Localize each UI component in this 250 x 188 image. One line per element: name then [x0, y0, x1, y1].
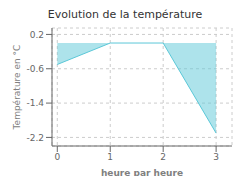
svg-text:Température en °C: Température en °C [12, 45, 22, 131]
svg-text:2: 2 [160, 152, 166, 162]
html-text:Evolution de la température: Evolution de la température [47, 8, 203, 21]
svg-text:0.2: 0.2 [30, 30, 44, 40]
svg-text:-1.4: -1.4 [26, 98, 44, 108]
svg-text:-2.2: -2.2 [26, 133, 44, 143]
svg-text:-0.6: -0.6 [26, 64, 44, 74]
svg-text:heure par heure: heure par heure [101, 168, 183, 176]
svg-text:0: 0 [54, 152, 60, 162]
svg-text:1: 1 [107, 152, 113, 162]
svg-text:3: 3 [213, 152, 219, 162]
